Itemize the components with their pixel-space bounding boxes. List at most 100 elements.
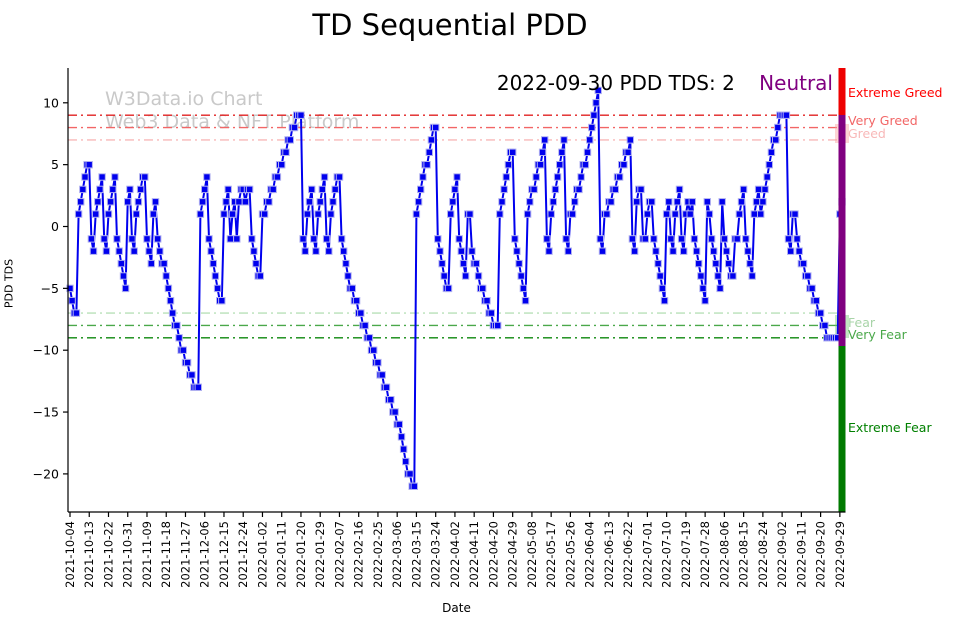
data-point-marker xyxy=(357,309,365,317)
data-point-marker xyxy=(737,198,746,206)
data-point-marker xyxy=(690,235,699,243)
data-point-marker xyxy=(538,148,547,157)
data-point-marker xyxy=(447,210,455,218)
data-point-marker xyxy=(588,123,596,132)
data-point-marker xyxy=(109,185,117,194)
data-point-marker xyxy=(348,284,357,293)
data-point-marker xyxy=(325,247,333,255)
data-point-marker xyxy=(483,297,491,305)
data-point-marker xyxy=(68,297,76,305)
data-point-marker xyxy=(671,210,679,218)
data-point-marker xyxy=(583,148,592,157)
data-point-marker xyxy=(701,297,709,305)
data-point-marker xyxy=(209,259,218,268)
data-point-marker xyxy=(318,185,327,194)
data-point-marker xyxy=(316,198,324,206)
data-point-marker xyxy=(297,111,305,119)
data-point-marker xyxy=(596,235,604,243)
data-point-marker xyxy=(335,173,344,181)
data-point-marker xyxy=(218,297,226,305)
x-tick-label: 2021-11-27 xyxy=(178,521,192,588)
data-point-marker xyxy=(440,272,448,280)
data-point-marker xyxy=(87,235,96,243)
data-point-marker xyxy=(472,259,481,268)
x-tick-label: 2021-12-15 xyxy=(217,521,231,588)
annotation: 2022-09-30 PDD TDS: 2 Neutral xyxy=(0,71,833,95)
data-point-marker xyxy=(417,185,425,194)
data-point-marker xyxy=(198,198,207,206)
data-point-marker xyxy=(124,198,132,206)
x-tick-label: 2021-10-31 xyxy=(121,521,135,588)
data-point-marker xyxy=(226,235,235,243)
data-point-marker xyxy=(624,148,632,157)
x-tick-label: 2022-07-01 xyxy=(640,521,654,588)
data-point-marker xyxy=(160,259,168,268)
data-point-marker xyxy=(774,123,782,132)
data-point-marker xyxy=(725,259,733,268)
data-point-marker xyxy=(425,148,434,157)
data-point-marker xyxy=(395,420,404,429)
data-point-marker xyxy=(611,185,619,194)
data-point-marker xyxy=(804,272,812,280)
data-point-marker xyxy=(784,235,793,243)
data-point-marker xyxy=(94,198,102,206)
data-point-marker xyxy=(132,210,141,218)
data-point-marker xyxy=(607,198,615,206)
x-tick-label: 2022-07-10 xyxy=(660,521,674,588)
watermark-line1: W3Data.io Chart xyxy=(105,88,263,110)
zone-bar-neutral-zone xyxy=(838,115,846,346)
data-point-marker xyxy=(739,185,748,194)
y-tick-label: −15 xyxy=(33,405,59,420)
data-point-marker xyxy=(754,185,763,194)
data-point-marker xyxy=(568,210,577,218)
data-point-marker xyxy=(331,185,339,194)
y-tick-label: −5 xyxy=(41,281,59,296)
data-point-marker xyxy=(322,235,331,243)
data-point-marker xyxy=(787,247,795,255)
data-point-marker xyxy=(782,111,791,119)
data-point-marker xyxy=(765,161,773,169)
data-point-marker xyxy=(515,259,523,268)
data-point-marker xyxy=(761,185,769,194)
data-point-marker xyxy=(710,247,718,255)
data-point-marker xyxy=(233,235,241,243)
data-point-marker xyxy=(205,235,213,243)
zone-label-extreme-greed: Extreme Greed xyxy=(848,85,943,100)
data-point-marker xyxy=(626,136,634,144)
data-point-marker xyxy=(541,136,549,144)
data-point-marker xyxy=(241,198,250,206)
data-point-marker xyxy=(235,198,243,206)
x-tick-label: 2021-10-04 xyxy=(63,521,77,588)
data-point-marker xyxy=(759,198,767,206)
data-point-marker xyxy=(722,247,731,255)
data-point-marker xyxy=(438,259,446,268)
data-point-marker xyxy=(752,198,761,206)
data-point-marker xyxy=(173,321,181,330)
data-point-marker xyxy=(772,136,780,144)
data-point-marker xyxy=(511,235,519,243)
x-tick-label: 2022-08-24 xyxy=(756,521,770,588)
data-point-marker xyxy=(444,284,453,293)
data-point-marker xyxy=(479,284,487,293)
data-point-marker xyxy=(143,235,151,243)
data-point-marker xyxy=(812,297,820,305)
data-point-marker xyxy=(517,272,525,280)
data-point-marker xyxy=(680,247,688,255)
data-point-marker xyxy=(134,198,143,206)
data-point-marker xyxy=(459,259,468,268)
zone-bar-greed-zone xyxy=(838,68,846,115)
data-point-marker xyxy=(750,210,758,218)
data-point-marker xyxy=(74,210,83,218)
data-point-marker xyxy=(461,272,470,280)
data-point-marker xyxy=(213,284,222,293)
chart-title: TD Sequential PDD xyxy=(312,8,588,42)
data-point-marker xyxy=(203,173,211,181)
x-tick-label: 2021-11-09 xyxy=(140,521,154,588)
data-point-marker xyxy=(718,198,726,206)
data-point-marker xyxy=(337,235,346,243)
data-point-marker xyxy=(746,259,754,268)
data-point-marker xyxy=(310,235,318,243)
data-point-marker xyxy=(299,235,307,243)
data-point-marker xyxy=(677,235,686,243)
